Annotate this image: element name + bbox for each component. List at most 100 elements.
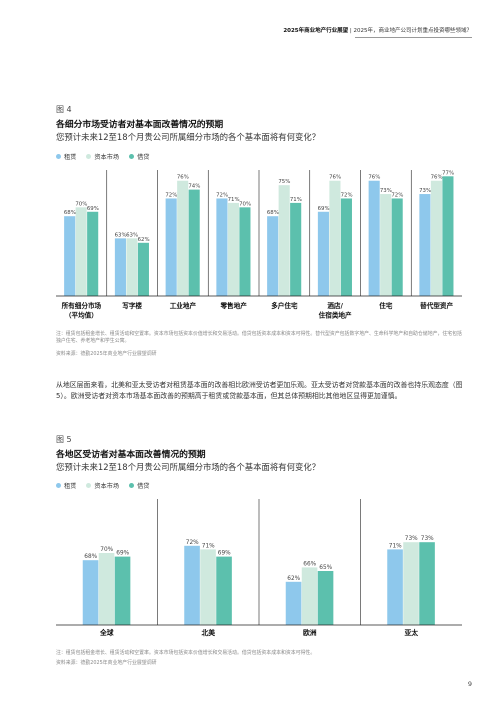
legend-label-rent: 租赁: [64, 154, 77, 161]
data-label: 69%: [87, 206, 99, 212]
bar: [387, 549, 403, 625]
category-label: 所有细分市场: [62, 301, 102, 310]
bar: [165, 198, 177, 296]
data-label: 69%: [116, 551, 129, 557]
data-label: 63%: [115, 232, 127, 238]
bar: [126, 238, 138, 296]
legend-swatch-capital: [86, 154, 92, 159]
legend-item-capital: 资本市场: [86, 152, 119, 161]
figure4-subtitle: 您预计未来12至18个月贵公司所属细分市场的各个基本面将有何变化？: [56, 132, 321, 142]
bar: [403, 542, 419, 625]
body-paragraph: 从地区层面来看，北美和亚太受访者对租赁基本面的改善相比欧洲受访者更加乐观。亚太受…: [56, 381, 463, 400]
category-label: 零售地产: [219, 301, 247, 310]
data-label: 66%: [303, 561, 316, 567]
running-header: 2025年商业地产行业展望 | 2025年，商业地产公司计划重点投资哪些领域？: [283, 26, 472, 34]
data-label: 75%: [278, 179, 290, 185]
data-label: 76%: [177, 175, 189, 181]
bar: [98, 553, 115, 625]
legend-item-capital: 资本市场: [86, 481, 119, 490]
legend-swatch-rent: [56, 154, 61, 159]
legend-swatch-capital: [86, 483, 92, 488]
bar: [267, 216, 279, 296]
data-label: 65%: [319, 565, 332, 571]
bar: [329, 180, 341, 296]
bar: [216, 198, 228, 296]
data-label: 72%: [341, 192, 353, 198]
legend-swatch-debt: [129, 483, 135, 488]
bar: [216, 556, 232, 625]
category-label: 北美: [201, 628, 215, 637]
data-label: 73%: [419, 188, 431, 194]
data-label: 76%: [431, 175, 443, 181]
category-label: 住宿类地产: [319, 311, 352, 320]
bar: [137, 242, 149, 296]
data-label: 73%: [380, 188, 392, 194]
page-number: 9: [467, 680, 472, 688]
data-label: 62%: [287, 576, 300, 582]
figure4-label: 图 4: [56, 105, 72, 114]
data-label: 72%: [216, 192, 228, 198]
figure4-source: 资料来源：德勤2025年商业地产行业展望调研: [56, 351, 157, 357]
bar: [114, 556, 131, 625]
data-label: 73%: [405, 536, 418, 542]
bar: [188, 189, 200, 296]
bar: [380, 194, 392, 296]
figure5-label: 图 5: [56, 435, 72, 444]
bar: [301, 567, 318, 625]
data-label: 71%: [228, 197, 240, 203]
legend-item-debt: 借贷: [129, 481, 150, 490]
bar: [419, 542, 435, 625]
legend-label-debt: 借贷: [137, 154, 150, 161]
header-subtitle: | 2025年，商业地产公司计划重点投资哪些领域？: [348, 28, 472, 34]
data-label: 74%: [188, 184, 200, 190]
legend-swatch-debt: [129, 154, 135, 159]
bar: [114, 238, 126, 296]
data-label: 77%: [442, 170, 454, 176]
category-label: 亚太: [404, 628, 418, 637]
figure5-title: 各地区受访者对基本面改善情况的预期: [56, 450, 206, 460]
bar: [317, 571, 334, 625]
data-label: 69%: [318, 206, 330, 212]
bar: [239, 207, 251, 296]
figure5-source: 资料来源：德勤2025年商业地产行业展望调研: [56, 660, 157, 666]
bar: [419, 194, 431, 296]
bar: [391, 198, 403, 296]
data-label: 72%: [186, 540, 199, 546]
bar: [75, 207, 87, 296]
category-label: （平均值）: [65, 311, 98, 320]
category-label: 多户住宅: [271, 301, 298, 310]
data-label: 70%: [75, 201, 87, 207]
legend-item-rent: 租赁: [56, 481, 76, 490]
legend-label-capital: 资本市场: [94, 154, 120, 161]
data-label: 72%: [165, 192, 177, 198]
bar: [87, 211, 99, 296]
figure4-title: 各细分市场受访者对基本面改善情况的预期: [56, 120, 224, 130]
bar: [278, 185, 290, 296]
data-label: 68%: [84, 554, 97, 560]
figure5-legend: 租赁 资本市场 借贷: [56, 481, 150, 490]
data-label: 76%: [368, 175, 380, 181]
bar: [200, 549, 216, 625]
data-label: 73%: [421, 536, 434, 542]
data-label: 70%: [100, 547, 113, 553]
data-label: 71%: [290, 197, 302, 203]
figure4-legend: 租赁 资本市场 借贷: [56, 152, 150, 161]
figure4-chart: 68%70%69%所有细分市场（平均值）63% 63%62%写字楼72%76%74…: [56, 170, 462, 320]
data-label: 69%: [218, 551, 231, 557]
legend-label-rent: 租赁: [64, 483, 77, 490]
bar: [368, 180, 380, 296]
header-rule: [355, 37, 472, 38]
data-label: 76%: [329, 175, 341, 181]
figure5-note: 注：租赁包括租金增长、租赁活动和空置率。资本市场包括资本价值增长和交易活动。借贷…: [56, 650, 316, 656]
data-label: 70%: [239, 201, 251, 207]
header-title: 2025年商业地产行业展望: [283, 28, 349, 34]
bar: [285, 581, 302, 625]
data-label: 68%: [267, 210, 279, 216]
bar: [430, 180, 442, 296]
category-label: 工业地产: [170, 301, 197, 310]
data-label: 62%: [138, 237, 150, 243]
legend-label-capital: 资本市场: [94, 483, 120, 490]
data-label: 71%: [202, 543, 215, 549]
figure4-note: 注：租赁包括租金增长、租赁活动和空置率。资本市场包括资本价值增长和交易活动。借贷…: [56, 331, 462, 345]
